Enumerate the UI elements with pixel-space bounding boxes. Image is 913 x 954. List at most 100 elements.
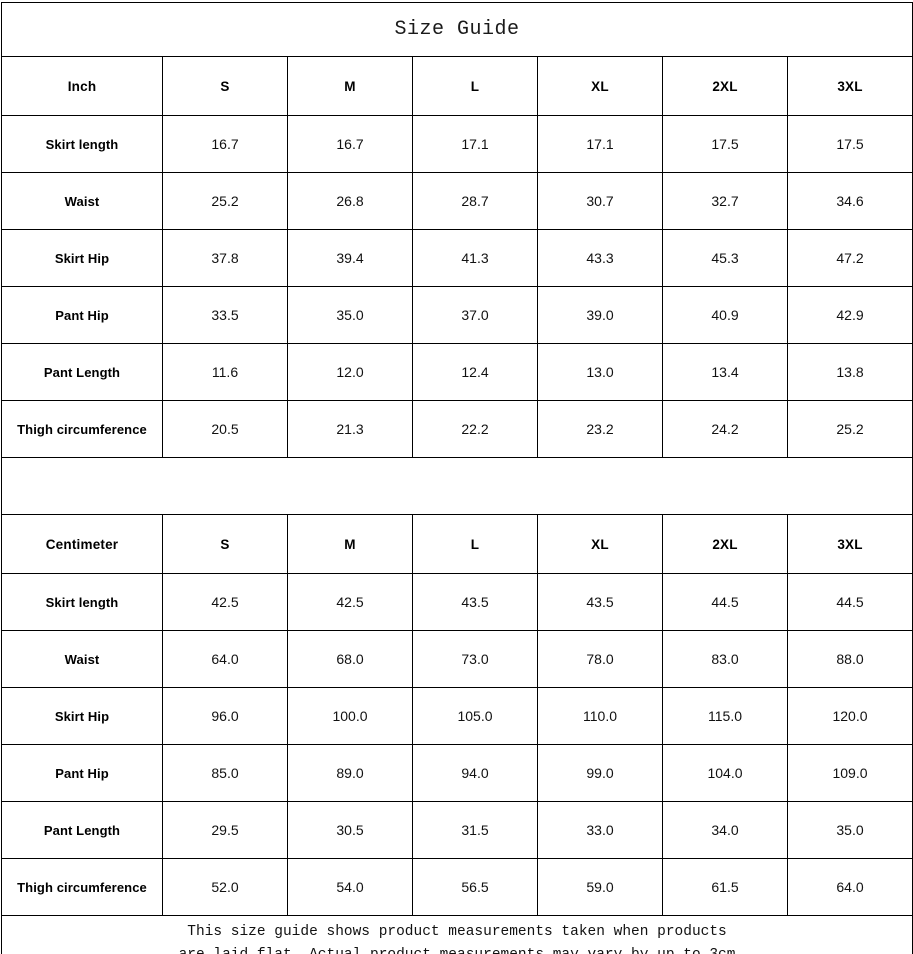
- measurement-value: 39.0: [537, 286, 663, 344]
- size-header-xl: XL: [537, 514, 663, 574]
- measurement-value: 83.0: [662, 630, 788, 688]
- table-spacer-cell: [0, 457, 913, 515]
- measurement-value: 13.8: [786, 343, 913, 401]
- measurement-value: 37.8: [162, 229, 288, 287]
- title-row: Size Guide: [0, 2, 913, 57]
- measurement-value: 35.0: [786, 801, 913, 859]
- size-header-3xl: 3XL: [786, 56, 913, 116]
- measurement-value: 34.0: [662, 801, 788, 859]
- table-row: Waist 25.2 26.8 28.7 30.7 32.7 34.6: [1, 172, 913, 230]
- measurement-value: 31.5: [412, 801, 538, 859]
- table-header-row: Centimeter S M L XL 2XL 3XL: [1, 514, 913, 574]
- table-row: Thigh circumference 52.0 54.0 56.5 59.0 61.5 6…: [1, 858, 913, 916]
- footer-note-row: This size guide shows product measuremen…: [0, 915, 913, 954]
- footer-note-line1: This size guide shows product measuremen…: [187, 924, 727, 941]
- measurement-value: 39.4: [287, 229, 413, 287]
- measurement-value: 43.5: [412, 573, 538, 631]
- measurement-value: 109.0: [786, 744, 913, 802]
- footer-note-line2: are laid flat. Actual product measuremen…: [2, 944, 912, 954]
- measurement-value: 42.9: [786, 286, 913, 344]
- measurement-label: Pant Length: [1, 343, 163, 401]
- measurement-value: 56.5: [412, 858, 538, 916]
- measurement-value: 47.2: [786, 229, 913, 287]
- measurement-label: Skirt Hip: [1, 229, 163, 287]
- measurement-value: 34.6: [786, 172, 913, 230]
- measurement-value: 41.3: [412, 229, 538, 287]
- measurement-value: 89.0: [287, 744, 413, 802]
- measurement-label: Skirt length: [1, 573, 163, 631]
- measurement-value: 94.0: [412, 744, 538, 802]
- table-row: Pant Length 29.5 30.5 31.5 33.0 34.0 35.0: [1, 801, 913, 859]
- measurement-value: 21.3: [287, 400, 413, 458]
- page-title: Size Guide: [0, 2, 913, 57]
- measurement-value: 52.0: [162, 858, 288, 916]
- measurement-value: 11.6: [162, 343, 288, 401]
- measurement-value: 61.5: [662, 858, 788, 916]
- measurement-value: 16.7: [287, 115, 413, 173]
- size-header-m: M: [287, 56, 413, 116]
- measurement-value: 26.8: [287, 172, 413, 230]
- measurement-value: 43.5: [537, 573, 663, 631]
- size-header-s: S: [162, 514, 288, 574]
- table-row: Pant Hip 33.5 35.0 37.0 39.0 40.9 42.9: [1, 286, 913, 344]
- measurement-value: 78.0: [537, 630, 663, 688]
- measurement-value: 35.0: [287, 286, 413, 344]
- measurement-value: 17.1: [537, 115, 663, 173]
- measurement-value: 104.0: [662, 744, 788, 802]
- measurement-value: 30.5: [287, 801, 413, 859]
- measurement-value: 17.5: [662, 115, 788, 173]
- measurement-label: Thigh circumference: [1, 400, 163, 458]
- size-header-xl: XL: [537, 56, 663, 116]
- measurement-label: Thigh circumference: [1, 858, 163, 916]
- measurement-value: 25.2: [162, 172, 288, 230]
- measurement-label: Skirt Hip: [1, 687, 163, 745]
- measurement-value: 12.4: [412, 343, 538, 401]
- measurement-value: 64.0: [162, 630, 288, 688]
- measurement-value: 68.0: [287, 630, 413, 688]
- measurement-value: 99.0: [537, 744, 663, 802]
- size-header-s: S: [162, 56, 288, 116]
- measurement-value: 28.7: [412, 172, 538, 230]
- measurement-value: 32.7: [662, 172, 788, 230]
- measurement-value: 44.5: [786, 573, 913, 631]
- table-row: Skirt length 42.5 42.5 43.5 43.5 44.5 44.5: [1, 573, 913, 631]
- measurement-value: 64.0: [786, 858, 913, 916]
- footer-note: This size guide shows product measuremen…: [0, 915, 913, 954]
- size-header-l: L: [412, 56, 538, 116]
- measurement-value: 115.0: [662, 687, 788, 745]
- measurement-value: 16.7: [162, 115, 288, 173]
- size-header-2xl: 2XL: [662, 514, 788, 574]
- size-header-m: M: [287, 514, 413, 574]
- measurement-value: 22.2: [412, 400, 538, 458]
- measurement-value: 85.0: [162, 744, 288, 802]
- measurement-value: 100.0: [287, 687, 413, 745]
- measurement-value: 110.0: [537, 687, 663, 745]
- measurement-value: 23.2: [537, 400, 663, 458]
- measurement-value: 120.0: [786, 687, 913, 745]
- measurement-label: Waist: [1, 630, 163, 688]
- table-row: Skirt Hip 37.8 39.4 41.3 43.3 45.3 47.2: [1, 229, 913, 287]
- unit-header: Centimeter: [1, 514, 163, 574]
- measurement-value: 73.0: [412, 630, 538, 688]
- measurement-value: 45.3: [662, 229, 788, 287]
- measurement-label: Pant Hip: [1, 744, 163, 802]
- measurement-value: 29.5: [162, 801, 288, 859]
- measurement-value: 30.7: [537, 172, 663, 230]
- measurement-value: 42.5: [287, 573, 413, 631]
- table-row: Pant Hip 85.0 89.0 94.0 99.0 104.0 109.0: [1, 744, 913, 802]
- measurement-value: 105.0: [412, 687, 538, 745]
- size-header-l: L: [412, 514, 538, 574]
- measurement-value: 40.9: [662, 286, 788, 344]
- measurement-label: Skirt length: [1, 115, 163, 173]
- measurement-value: 96.0: [162, 687, 288, 745]
- measurement-value: 25.2: [786, 400, 913, 458]
- measurement-label: Pant Hip: [1, 286, 163, 344]
- table-spacer-row: [0, 457, 913, 515]
- measurement-value: 54.0: [287, 858, 413, 916]
- measurement-value: 33.0: [537, 801, 663, 859]
- size-header-3xl: 3XL: [786, 514, 913, 574]
- table-row: Waist 64.0 68.0 73.0 78.0 83.0 88.0: [1, 630, 913, 688]
- size-header-2xl: 2XL: [662, 56, 788, 116]
